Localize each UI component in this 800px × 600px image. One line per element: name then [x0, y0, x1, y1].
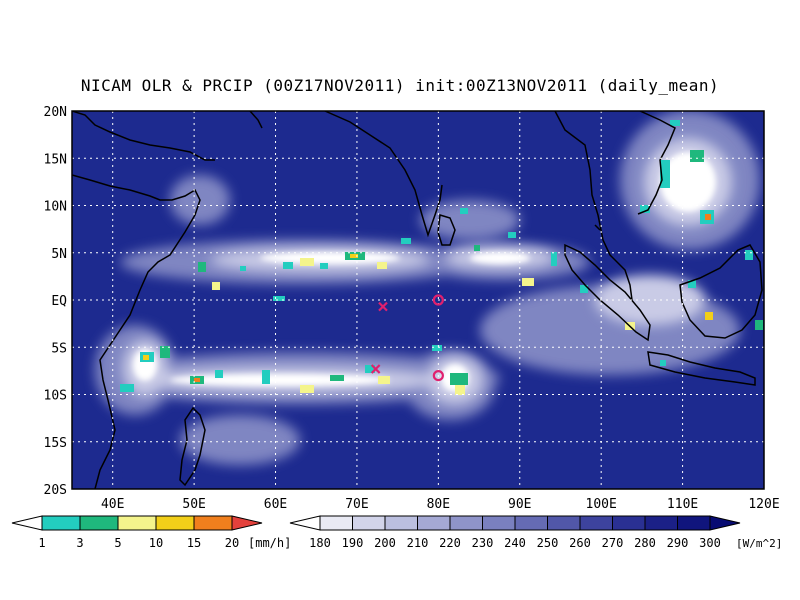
cloud-shading — [95, 111, 760, 465]
colorbar-high-end — [709, 515, 741, 531]
latitude-labels: 20N 15N 10N 5N EQ 5S 10S 15S 20S — [44, 105, 68, 498]
colorbar-swatch — [352, 515, 386, 531]
lat-tick-label: EQ — [51, 294, 67, 309]
map-frame — [71, 110, 765, 490]
lat-tick-label: 10S — [44, 389, 67, 404]
colorbar-swatch — [644, 515, 678, 531]
colorbar-unit: [W/m^2] — [736, 537, 782, 550]
lat-tick-label: 5S — [51, 341, 67, 356]
colorbar-swatch — [449, 515, 483, 531]
lat-tick-label: 5N — [51, 247, 67, 262]
colorbar-unit: [mm/h] — [248, 536, 291, 550]
lon-tick-label: 90E — [508, 497, 531, 512]
colorbar-tick-label: 220 — [439, 536, 461, 550]
colorbar-tick-label: 5 — [114, 536, 121, 550]
lon-tick-label: 60E — [264, 497, 287, 512]
circle-marker — [432, 370, 444, 382]
colorbar-tick-label: 230 — [472, 536, 494, 550]
x-marker — [370, 364, 381, 374]
lon-tick-label: 110E — [667, 497, 698, 512]
graticule-lines — [72, 111, 764, 489]
colorbar-tick-label: 3 — [76, 536, 83, 550]
colorbar-tick-label: 190 — [342, 536, 364, 550]
colorbar-swatch — [117, 515, 157, 531]
colorbar-swatch — [677, 515, 711, 531]
colorbar-tick-label: 250 — [537, 536, 559, 550]
lon-tick-label: 80E — [427, 497, 450, 512]
lon-tick-label: 70E — [345, 497, 368, 512]
lat-tick-label: 15S — [44, 436, 67, 451]
lon-tick-label: 40E — [101, 497, 124, 512]
lat-tick-label: 10N — [44, 200, 67, 215]
coastlines — [72, 111, 763, 489]
olr-colorbar: 180 190 200 210 220 230 240 250 260 270 280 290 300 [… — [289, 515, 782, 550]
lat-tick-label: 20N — [44, 105, 67, 120]
colorbar-swatch — [514, 515, 548, 531]
colorbar-swatch — [384, 515, 418, 531]
lat-tick-label: 15N — [44, 152, 67, 167]
lon-tick-label: 100E — [586, 497, 617, 512]
colorbar-low-end — [11, 515, 43, 531]
colorbar-tick-label: 15 — [187, 536, 201, 550]
colorbar-tick-label: 240 — [504, 536, 526, 550]
colorbar-high-end — [231, 515, 263, 531]
colorbar-swatch — [547, 515, 581, 531]
colorbar-swatch — [319, 515, 353, 531]
circle-marker — [432, 294, 444, 306]
colorbar-tick-label: 1 — [38, 536, 45, 550]
colorbar-swatch — [155, 515, 195, 531]
colorbar-swatch — [482, 515, 516, 531]
x-marker — [378, 301, 388, 312]
colorbar-tick-label: 20 — [225, 536, 239, 550]
longitude-labels: 40E 50E 60E 70E 80E 90E 100E 110E 120E — [101, 497, 780, 512]
map-title: NICAM OLR & PRCIP (00Z17NOV2011) init:00… — [80, 76, 720, 95]
colorbar-tick-label: 10 — [149, 536, 163, 550]
colorbar-swatch — [579, 515, 613, 531]
colorbar-tick-label: 280 — [634, 536, 656, 550]
colorbar-swatch — [193, 515, 233, 531]
colorbar-low-end — [289, 515, 321, 531]
lon-tick-label: 50E — [182, 497, 205, 512]
colorbar-swatch — [417, 515, 451, 531]
precip-colorbar: 1 3 5 10 15 20 [mm/h] — [11, 515, 291, 550]
track-markers — [370, 294, 444, 382]
colorbar-tick-label: 290 — [667, 536, 689, 550]
colorbar-swatch — [41, 515, 81, 531]
colorbar-swatch — [612, 515, 646, 531]
lon-tick-label: 120E — [748, 497, 779, 512]
colorbar-tick-label: 300 — [699, 536, 721, 550]
colorbar-swatch — [79, 515, 119, 531]
colorbar-tick-label: 270 — [602, 536, 624, 550]
colorbar-tick-label: 260 — [569, 536, 591, 550]
colorbar-tick-label: 210 — [407, 536, 429, 550]
lat-tick-label: 20S — [44, 483, 67, 498]
colorbar-tick-label: 180 — [309, 536, 331, 550]
colorbar-tick-label: 200 — [374, 536, 396, 550]
